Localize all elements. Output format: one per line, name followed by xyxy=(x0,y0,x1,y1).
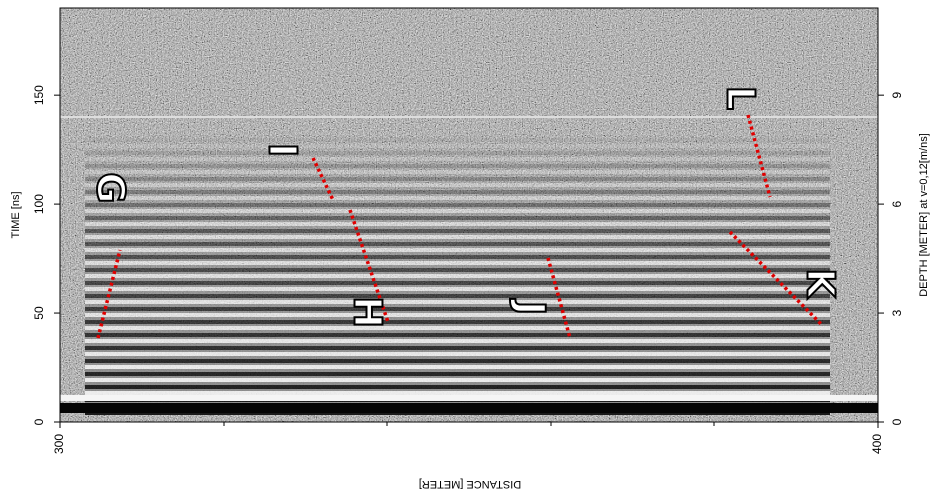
annotation: I xyxy=(261,143,305,157)
pick-line xyxy=(546,257,572,339)
plot-frame xyxy=(59,7,879,423)
y2-tick-label: 0 xyxy=(890,418,904,425)
pick-line xyxy=(746,114,772,198)
pick-line xyxy=(348,209,390,323)
y-tick-label: 150 xyxy=(32,85,46,105)
annotation: G xyxy=(89,172,133,203)
x-minor-ticks xyxy=(223,422,715,426)
y-tick-label: 0 xyxy=(32,418,46,425)
y-tick-label: 50 xyxy=(32,306,46,320)
pick-line xyxy=(311,157,335,201)
y-axis-label: TIME [ns] xyxy=(10,191,22,238)
y-tick-label: 100 xyxy=(32,194,46,214)
y2-axis-label: DEPTH [METER] at v=0,12[m/ns] xyxy=(918,133,930,297)
x-tick-label: 300 xyxy=(52,434,66,454)
y2-tick-label: 9 xyxy=(890,92,904,99)
annotation: L xyxy=(719,86,763,110)
x-tick-label: 400 xyxy=(870,434,884,454)
annotation: J xyxy=(509,298,553,315)
radargram-image xyxy=(60,8,878,422)
annotation: H xyxy=(346,296,390,328)
annotation: K xyxy=(799,268,843,299)
y2-tick-label: 3 xyxy=(890,309,904,316)
interpretation-lines xyxy=(96,114,824,339)
y2-tick-label: 6 xyxy=(890,200,904,207)
x-axis-label: DISTANCE [METER] xyxy=(419,478,521,490)
pick-line xyxy=(728,230,824,327)
